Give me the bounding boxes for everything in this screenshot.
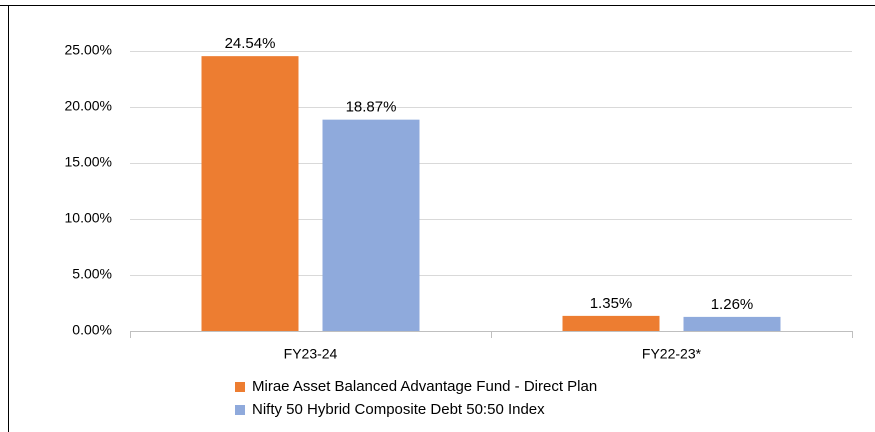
legend-swatch — [235, 405, 245, 415]
x-tick-label: FY23-24 — [284, 346, 338, 362]
y-tick-label: 25.00% — [65, 42, 112, 58]
legend-swatch — [235, 382, 245, 392]
data-label: 24.54% — [225, 35, 276, 52]
x-tick-label: FY22-23* — [642, 346, 702, 362]
y-tick-label: 5.00% — [72, 266, 112, 282]
bar — [322, 119, 420, 331]
data-label: 1.26% — [711, 296, 754, 313]
y-tick-label: 15.00% — [65, 154, 112, 170]
data-label: 18.87% — [346, 99, 397, 116]
legend-label: Nifty 50 Hybrid Composite Debt 50:50 Ind… — [252, 401, 545, 418]
y-tick-label: 0.00% — [72, 322, 112, 338]
y-tick-label: 20.00% — [65, 98, 112, 114]
data-label: 1.35% — [590, 295, 633, 312]
legend-label: Mirae Asset Balanced Advantage Fund - Di… — [252, 378, 597, 395]
bar — [683, 316, 781, 331]
bar — [201, 56, 299, 331]
bar — [562, 315, 660, 331]
y-tick-label: 10.00% — [65, 210, 112, 226]
